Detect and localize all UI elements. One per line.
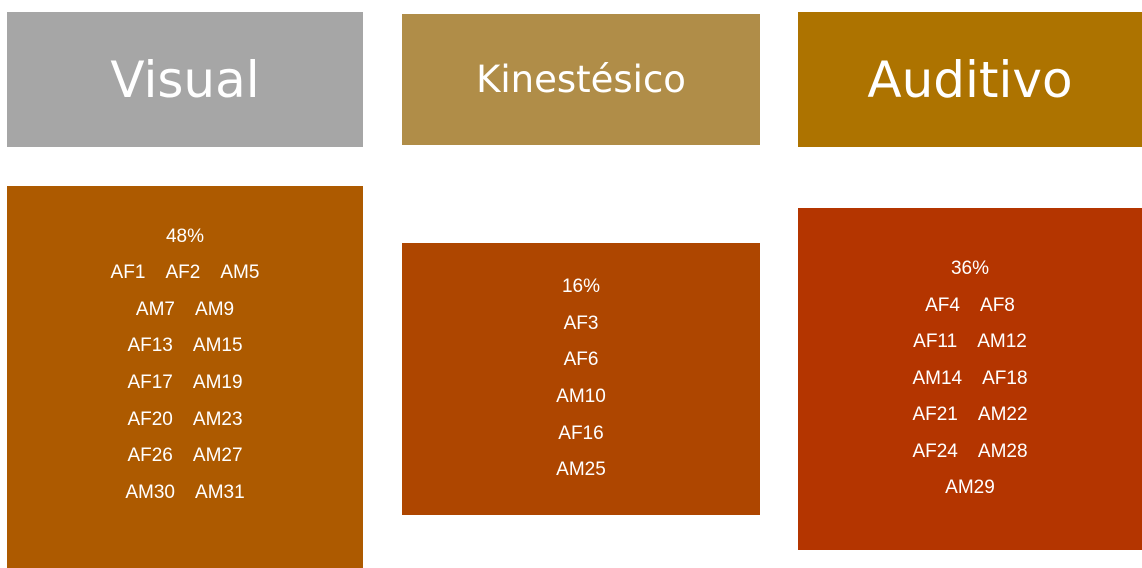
visual-header: Visual bbox=[7, 12, 363, 147]
auditivo-member-row: AM14 AF18 bbox=[912, 367, 1028, 389]
visual-title: Visual bbox=[110, 50, 260, 109]
visual-percent: 48% bbox=[165, 225, 205, 247]
visual-member-row: AM30 AM31 bbox=[125, 481, 245, 503]
auditivo-member-row: AF21 AM22 bbox=[912, 404, 1028, 426]
visual-member-row: AM7 AM9 bbox=[135, 298, 235, 320]
kinestesico-title: Kinestésico bbox=[476, 58, 686, 101]
auditivo-title: Auditivo bbox=[867, 50, 1073, 109]
visual-member-row: AF17 AM19 bbox=[127, 372, 243, 393]
auditivo-member-row: AF24 AM28 bbox=[912, 440, 1028, 462]
kinestesico-header: Kinestésico bbox=[402, 14, 760, 145]
visual-member-row: AF13 AM15 bbox=[127, 335, 243, 357]
auditivo-member-row: AM29 bbox=[945, 477, 995, 499]
visual-member-row: AF26 AM27 bbox=[127, 445, 243, 467]
kinestesico-box: 16% AF3 AF6 AM10 AF16 AM25 bbox=[402, 243, 760, 515]
kinestesico-member-row: AM25 bbox=[556, 459, 606, 481]
kinestesico-member-row: AF6 bbox=[563, 349, 599, 371]
auditivo-member-row: AF4 AF8 bbox=[925, 294, 1015, 316]
auditivo-header: Auditivo bbox=[798, 12, 1142, 147]
auditivo-percent: 36% bbox=[950, 257, 990, 279]
visual-member-row: AF1 AF2 AM5 bbox=[110, 262, 260, 284]
visual-member-row: AF20 AM23 bbox=[127, 408, 243, 430]
auditivo-box: 36% AF4 AF8 AF11 AM12 AM14 AF18 AF21 AM2… bbox=[798, 208, 1142, 550]
kinestesico-member-row: AM10 bbox=[556, 386, 606, 407]
kinestesico-member-row: AF3 bbox=[563, 312, 599, 334]
kinestesico-percent: 16% bbox=[561, 276, 601, 298]
kinestesico-member-row: AF16 bbox=[558, 422, 604, 444]
visual-box: 48% AF1 AF2 AM5 AM7 AM9 AF13 AM15 AF17 A… bbox=[7, 186, 363, 568]
auditivo-member-row: AF11 AM12 bbox=[913, 331, 1027, 353]
